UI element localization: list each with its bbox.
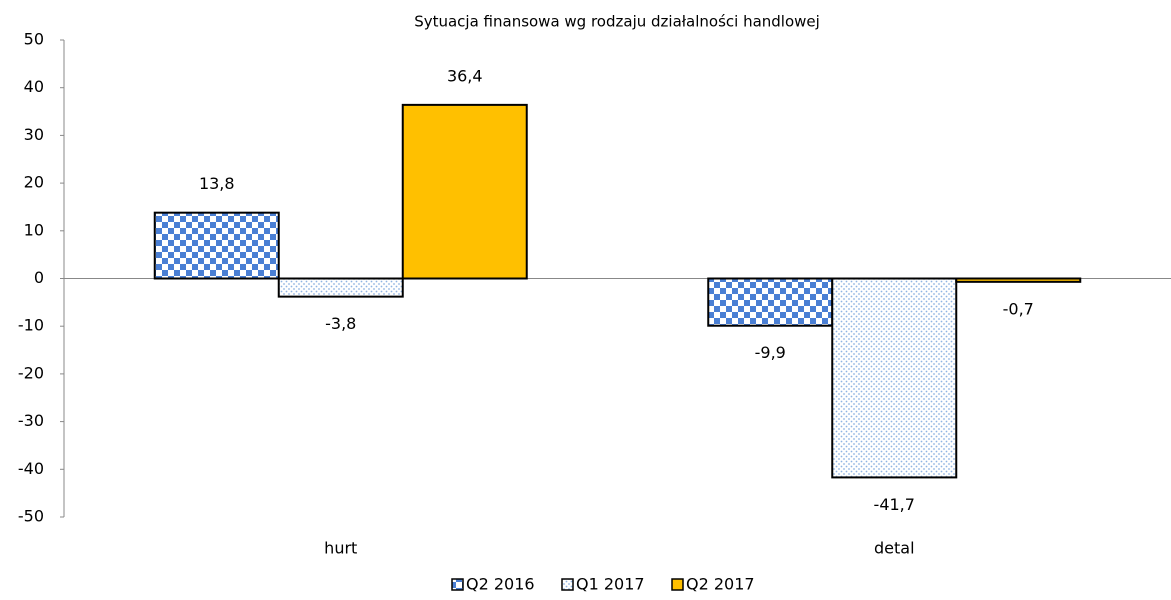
y-tick-label: 20 [24,173,44,192]
y-tick-label: 50 [24,30,44,49]
data-label: 13,8 [199,174,235,193]
y-tick-label: -10 [18,316,44,335]
data-label: -41,7 [874,495,915,514]
data-label: 36,4 [447,66,483,85]
legend-label: Q2 2016 [466,575,535,594]
legend-swatch [451,578,464,591]
y-tick-label: -40 [18,459,44,478]
y-tick-label: 10 [24,220,44,239]
bar [707,277,834,327]
y-tick-label: 30 [24,125,44,144]
y-tick-label: 40 [24,77,44,96]
data-label: -9,9 [755,343,786,362]
y-tick-label: 0 [34,268,44,287]
bar [401,103,528,280]
legend-swatch [671,578,684,591]
bar [277,277,404,298]
chart-title: Sytuacja finansowa wg rodzaju działalnoś… [414,13,820,31]
bar [153,211,280,280]
data-label: -3,8 [325,314,356,333]
legend-label: Q2 2017 [686,575,755,594]
data-label: -0,7 [1003,299,1034,318]
bar [831,277,958,479]
legend-label: Q1 2017 [576,575,645,594]
y-tick-label: -50 [18,507,44,526]
legend-swatch [561,578,574,591]
x-tick-label: detal [874,539,915,558]
bar [955,277,1082,283]
x-tick-label: hurt [324,539,357,558]
y-tick-label: -30 [18,411,44,430]
y-tick-label: -20 [18,363,44,382]
